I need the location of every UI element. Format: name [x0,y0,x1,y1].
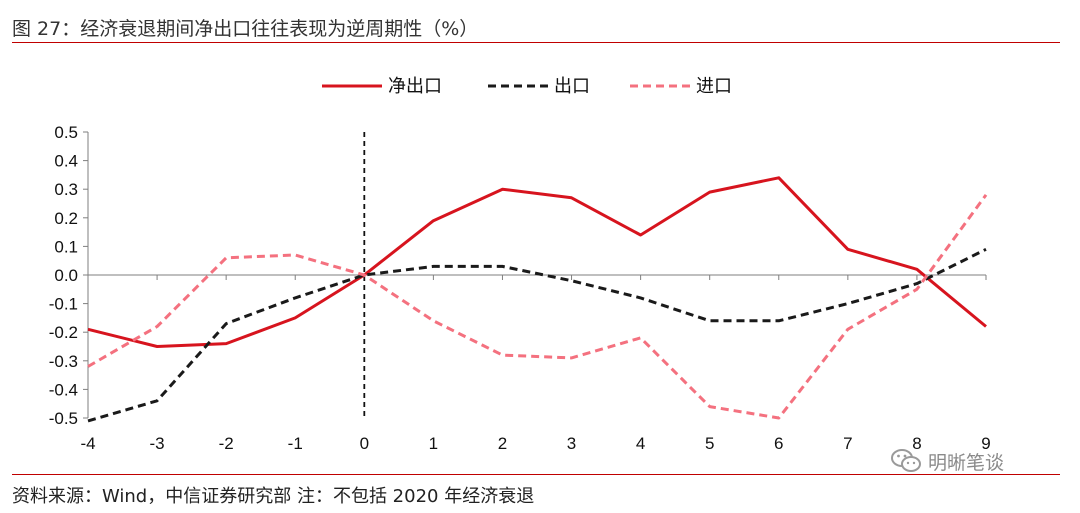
x-tick-label: -3 [150,434,165,453]
legend-label-净出口: 净出口 [388,76,442,97]
watermark-label: 明晰笔谈 [928,451,1005,474]
y-tick-label: 0.2 [54,209,78,228]
x-tick-label: 7 [843,434,852,453]
title-divider [12,42,1060,43]
figure-title: 图 27：经济衰退期间净出口往往表现为逆周期性（%） [12,18,479,40]
x-tick-label: 1 [429,434,438,453]
footer-divider [12,474,1060,475]
y-tick-label: -0.4 [49,380,78,399]
chart-series [87,176,988,423]
y-tick-label: 0.5 [54,123,78,142]
legend-label-进口: 进口 [696,76,732,97]
y-tick-label: -0.5 [49,409,78,428]
y-tick-label: 0.1 [54,237,78,256]
wechat-icon [891,449,921,472]
x-tick-label: 3 [567,434,576,453]
line-chart: 0.5 0.4 0.3 0.2 0.1 0.0 -0.1 -0.2 -0.3 -0.4 -0.5-4… [49,76,991,453]
chart-axes: 0.5 0.4 0.3 0.2 0.1 0.0 -0.1 -0.2 -0.3 -0.4 -0.5-4… [49,123,991,453]
y-tick-label: 0.0 [54,266,78,285]
series-line-净出口 [87,176,987,348]
x-tick-label: -1 [288,434,303,453]
x-tick-label: 4 [636,434,645,453]
source-note: 资料来源：Wind，中信证券研究部 注：不包括 2020 年经济衰退 [12,486,535,507]
y-tick-label: 0.3 [54,180,78,199]
x-tick-label: 8 [912,434,921,453]
x-tick-label: -4 [80,434,95,453]
x-tick-label: 9 [981,434,990,453]
x-tick-label: 6 [774,434,783,453]
watermark: 明晰笔谈 [890,446,1004,476]
y-tick-label: -0.2 [49,323,78,342]
series-line-进口 [87,194,988,420]
x-tick-label: 0 [360,434,369,453]
y-tick-label: 0.4 [54,152,78,171]
y-tick-label: -0.3 [49,352,78,371]
x-tick-label: -2 [219,434,234,453]
chart-legend: 净出口 出口 进口 [322,76,732,97]
x-tick-label: 2 [498,434,507,453]
y-tick-label: -0.1 [49,295,78,314]
legend-label-出口: 出口 [554,76,590,97]
x-tick-label: 5 [705,434,714,453]
series-line-出口 [87,247,987,423]
